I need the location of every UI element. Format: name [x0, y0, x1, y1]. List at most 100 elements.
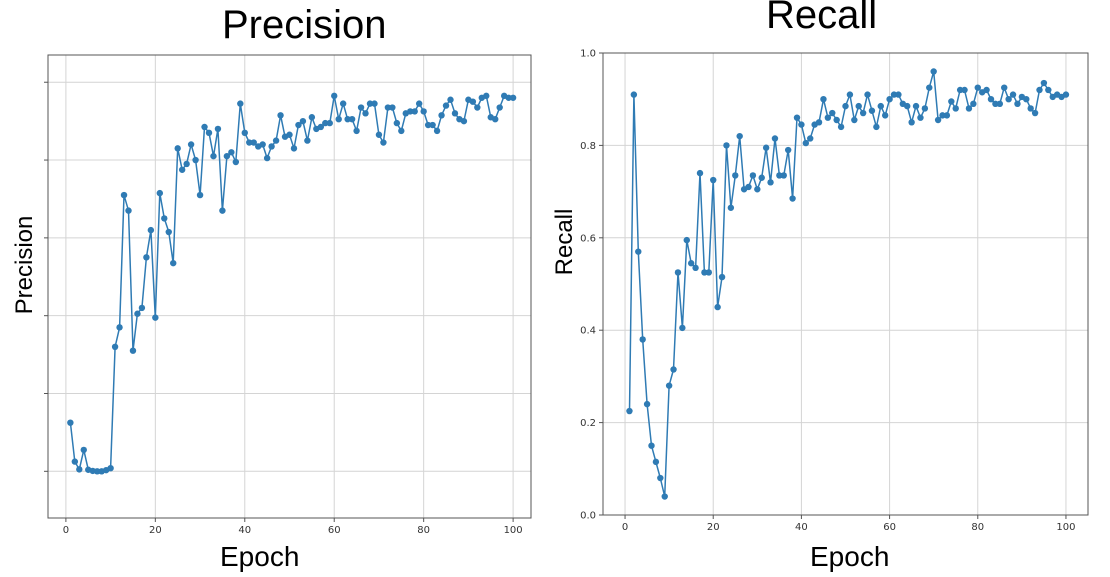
precision-data-point [228, 149, 235, 156]
precision-data-point [178, 166, 186, 173]
recall-data-point [873, 123, 880, 131]
precision-data-point [174, 145, 181, 152]
precision-data-point [447, 96, 454, 103]
recall-data-point [965, 105, 973, 112]
recall-data-point [895, 91, 902, 98]
precision-data-point [125, 207, 132, 214]
recall-data-point [780, 172, 787, 179]
precision-data-point [438, 112, 445, 119]
precision-data-point [460, 117, 468, 125]
precision-data-point [187, 141, 195, 148]
recall-data-point [1009, 91, 1017, 98]
recall-data-point [798, 121, 805, 128]
precision-data-point [246, 139, 253, 146]
precision-data-point [196, 191, 204, 199]
precision-data-point [152, 314, 159, 321]
precision-data-point [192, 156, 199, 164]
recall-data-point [820, 96, 827, 103]
recall-data-point [859, 109, 867, 117]
recall-data-point [886, 96, 893, 103]
precision-data-point [129, 347, 137, 354]
recall-data-point [983, 86, 990, 94]
precision-data-point [237, 100, 244, 107]
recall-data-point [718, 273, 726, 281]
precision-x-tick-label: 40 [238, 525, 251, 536]
precision-data-point [505, 94, 512, 101]
recall-data-point [674, 269, 682, 276]
precision-data-point [366, 100, 374, 107]
recall-data-point [1027, 105, 1034, 112]
recall-data-point [1001, 84, 1008, 91]
recall-data-point [851, 116, 858, 124]
precision-data-point [331, 92, 338, 100]
precision-data-point [393, 119, 401, 127]
recall-data-point [767, 179, 774, 186]
recall-data-point [917, 114, 924, 121]
precision-data-point [433, 127, 441, 135]
recall-data-point [842, 102, 849, 110]
recall-y-tick-label: 0.4 [580, 326, 596, 337]
precision-data-point [268, 143, 275, 150]
recall-data-point [670, 366, 677, 373]
precision-data-point [357, 104, 365, 111]
recall-data-point [1036, 86, 1043, 94]
precision-x-tick-label: 100 [504, 525, 523, 536]
precision-data-point [201, 123, 208, 131]
precision-data-point [205, 129, 213, 137]
recall-title: Recall [766, 0, 878, 37]
recall-x-tick-label: 100 [1056, 522, 1075, 533]
recall-data-point [807, 135, 814, 142]
recall-x-tick-label: 80 [971, 522, 984, 533]
precision-panel: Precision Precision Epoch 0 20 40 60 80 100 [0, 0, 550, 577]
precision-data-point [120, 191, 128, 199]
recall-data-point [939, 112, 946, 119]
recall-data-point [710, 176, 717, 184]
recall-data-point [745, 183, 752, 191]
recall-data-point [696, 169, 704, 177]
precision-data-point [214, 125, 222, 133]
precision-data-point [134, 310, 141, 317]
precision-data-point [474, 104, 481, 111]
recall-x-tick-label: 60 [883, 522, 896, 533]
recall-y-tick-label: 0.8 [580, 141, 596, 152]
recall-data-point [912, 102, 920, 110]
recall-data-point [626, 407, 633, 415]
recall-data-point [687, 260, 695, 267]
recall-data-point [948, 98, 955, 105]
precision-data-point [71, 458, 79, 465]
recall-data-point [952, 105, 959, 112]
precision-data-point [326, 119, 333, 127]
precision-x-tick-label: 60 [328, 525, 341, 536]
recall-data-point [829, 109, 836, 117]
recall-data-point [1045, 86, 1052, 94]
recall-data-point [643, 400, 651, 408]
recall-data-point [723, 142, 730, 149]
recall-data-point [1031, 109, 1039, 117]
precision-data-point [389, 104, 396, 111]
precision-data-point [156, 189, 164, 197]
precision-series-line [69, 95, 514, 473]
recall-data-point [926, 84, 933, 91]
precision-data-point [398, 127, 405, 135]
recall-y-tick-label: 1.0 [580, 49, 596, 60]
recall-data-point [776, 172, 783, 179]
recall-data-point [661, 493, 668, 500]
precision-data-point [76, 466, 83, 473]
recall-data-point [992, 100, 999, 108]
precision-data-point [442, 102, 450, 109]
recall-data-point [974, 84, 981, 91]
recall-data-point [758, 174, 765, 181]
recall-data-point [665, 382, 673, 389]
recall-data-point [749, 172, 757, 179]
precision-plot-frame [47, 54, 532, 519]
recall-data-point [789, 195, 796, 202]
recall-data-point [1005, 96, 1012, 103]
recall-data-point [864, 91, 871, 98]
recall-data-point [635, 248, 642, 255]
precision-data-point [143, 254, 150, 261]
precision-data-point [147, 226, 155, 234]
recall-y-tick-label: 0.6 [580, 233, 596, 244]
precision-data-point [424, 121, 432, 129]
precision-data-point [335, 115, 342, 123]
recall-data-point [648, 442, 655, 449]
